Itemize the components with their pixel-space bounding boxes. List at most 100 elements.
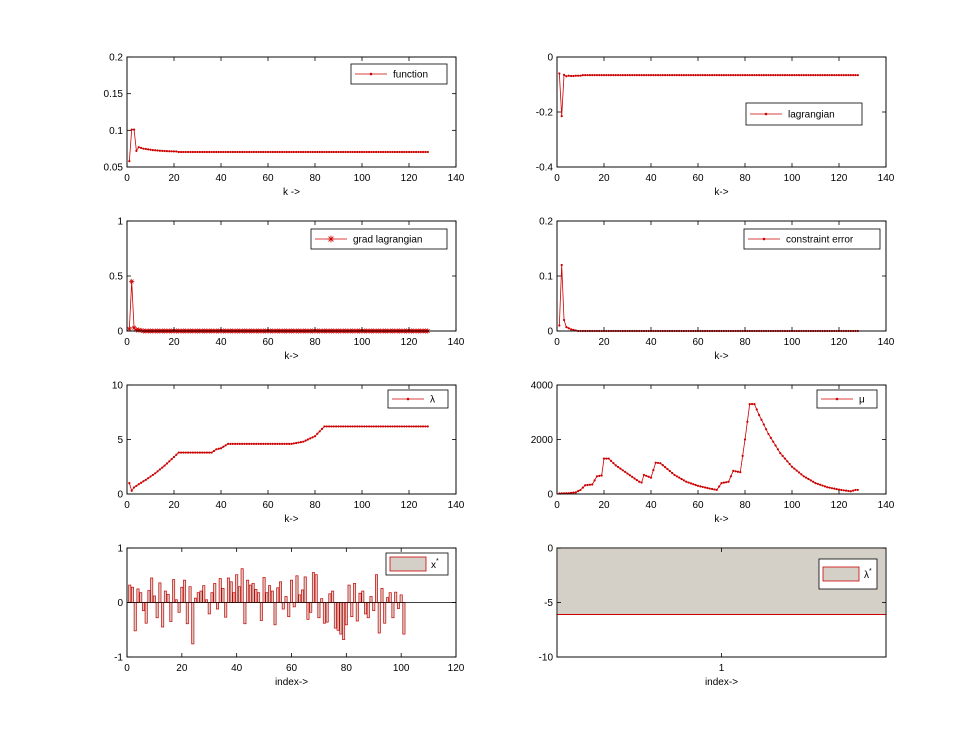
data-point: [419, 150, 422, 154]
data-point: [652, 74, 655, 77]
data-point: [208, 451, 211, 454]
data-point: [179, 451, 183, 454]
data-point: [351, 425, 354, 428]
data-point: [692, 483, 695, 486]
data-point: [598, 474, 601, 477]
data-point: [562, 318, 566, 322]
data-point: [358, 425, 361, 428]
y-tick-label: 0.1: [109, 126, 123, 137]
data-point: [205, 451, 208, 454]
x-axis-label: k->: [284, 514, 298, 525]
data-point: [172, 455, 176, 459]
legend-marker: [835, 397, 839, 401]
data-bar: [347, 584, 351, 603]
data-point: [309, 437, 312, 440]
data-point: [797, 74, 801, 77]
subplot-mu: 0 20 40 60 80 100 120 140 0 2000 4000 k-> μ: [531, 381, 895, 526]
data-bar: [161, 602, 165, 628]
data-point: [837, 488, 841, 491]
data-point: [779, 74, 782, 77]
data-point: [175, 150, 178, 153]
data-point: [631, 74, 634, 77]
x-tick-label: 40: [215, 173, 227, 184]
data-point: [288, 150, 291, 154]
data-point: [229, 150, 232, 154]
data-point: [205, 150, 208, 154]
data-point: [753, 74, 756, 77]
data-point: [234, 150, 237, 154]
data-point: [281, 442, 284, 445]
data-point: [184, 451, 187, 454]
data-point: [645, 474, 648, 477]
data-point: [736, 74, 740, 77]
data-point: [219, 150, 223, 154]
data-point: [130, 489, 133, 492]
data-point: [269, 150, 272, 154]
data-point: [640, 481, 643, 484]
data-bar: [377, 602, 381, 634]
data-point: [363, 425, 366, 428]
data-point: [706, 486, 709, 490]
y-tick-label: 5: [117, 435, 123, 446]
data-point: [316, 150, 319, 154]
data-point: [224, 150, 227, 154]
data-point: [565, 326, 568, 329]
data-point: [128, 482, 131, 485]
data-point: [595, 74, 599, 77]
data-point: [194, 150, 197, 154]
x-tick-label: 100: [393, 663, 410, 674]
data-point: [654, 74, 657, 77]
data-point: [219, 447, 223, 450]
data-point: [224, 444, 227, 447]
x-tick-label: 140: [878, 500, 895, 511]
data-bar: [221, 587, 225, 603]
data-point: [210, 451, 213, 454]
legend: lagrangian: [745, 102, 863, 126]
data-point: [172, 150, 176, 153]
data-point: [621, 469, 624, 472]
data-point: [252, 442, 255, 445]
data-point: [346, 425, 349, 428]
data-point: [617, 465, 620, 469]
data-point: [668, 469, 671, 473]
data-point: [131, 325, 137, 331]
data-point: [694, 483, 697, 487]
data-point: [271, 442, 274, 445]
data-point: [386, 150, 389, 154]
data-point: [577, 490, 580, 493]
data-point: [762, 74, 765, 77]
data-point: [732, 74, 735, 77]
data-point: [840, 488, 843, 492]
data-bar: [300, 589, 304, 603]
data-point: [403, 425, 406, 428]
data-point: [814, 482, 817, 485]
data-point: [342, 425, 345, 428]
data-point: [821, 74, 824, 77]
x-tick-label: 80: [739, 337, 751, 348]
data-point: [628, 74, 631, 77]
data-point: [356, 150, 359, 154]
data-point: [694, 74, 697, 77]
data-point: [828, 74, 831, 77]
y-tick-label: 1: [117, 544, 123, 555]
data-point: [161, 149, 164, 152]
data-point: [161, 466, 164, 469]
data-point: [687, 74, 690, 77]
data-point: [567, 74, 570, 77]
x-tick-label: 140: [448, 173, 465, 184]
data-point: [130, 128, 133, 131]
data-point: [400, 150, 404, 154]
data-point: [725, 481, 728, 484]
data-point: [142, 147, 145, 150]
data-point: [588, 74, 592, 77]
data-point: [852, 74, 855, 77]
data-point: [659, 74, 662, 77]
data-point: [605, 74, 608, 77]
legend-box: [310, 228, 448, 250]
y-tick-label: 0: [547, 544, 553, 555]
data-point: [250, 442, 253, 445]
data-point: [739, 471, 742, 474]
data-point: [182, 451, 185, 454]
data-bar: [155, 602, 159, 619]
data-point: [292, 150, 295, 154]
